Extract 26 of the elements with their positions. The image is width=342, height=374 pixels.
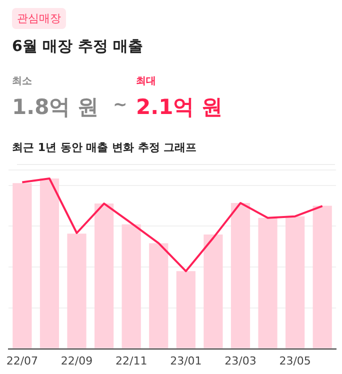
bar [286, 216, 305, 348]
chart-title: 6월 매장 추정 매출 [12, 37, 144, 56]
bar [94, 204, 114, 348]
text: 최대 [136, 75, 156, 88]
bar [67, 234, 86, 348]
bar [312, 206, 332, 348]
bar [40, 178, 60, 348]
x-tick-label: 23/01 [170, 354, 202, 368]
text: 최소 [12, 75, 32, 88]
bar [176, 271, 196, 348]
bar [230, 203, 250, 348]
bar [204, 234, 223, 348]
bar [12, 183, 32, 348]
bar [149, 243, 168, 348]
x-tick-label: 23/03 [224, 354, 256, 368]
bar [258, 218, 278, 348]
text: 관심매장 [12, 8, 66, 29]
text: ~ [113, 95, 128, 115]
x-tick-label: 22/09 [60, 354, 93, 368]
text: 1.8억 원 [12, 94, 99, 121]
chart-subtitle: 최근 1년 동안 매출 변화 추정 그래프 [12, 140, 197, 155]
x-tick-label: 22/11 [115, 354, 148, 368]
x-tick-label: 23/05 [279, 354, 311, 368]
bar [122, 224, 141, 348]
x-tick-label: 22/07 [6, 354, 38, 368]
text: 2.1억 원 [136, 94, 223, 121]
